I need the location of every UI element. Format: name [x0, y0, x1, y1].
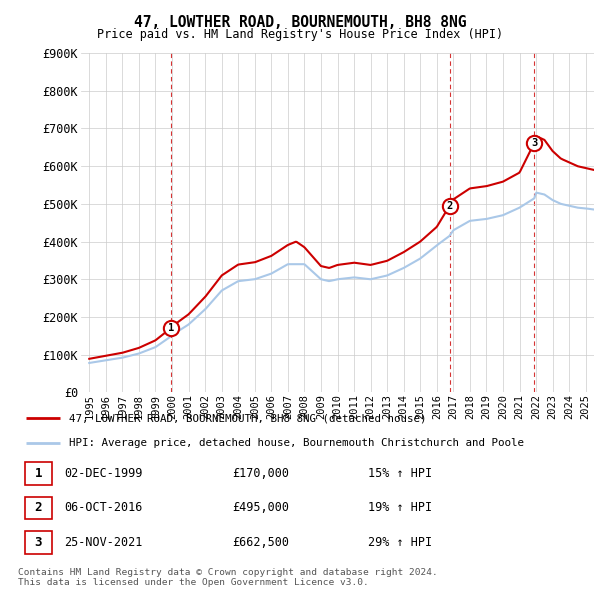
- Text: 47, LOWTHER ROAD, BOURNEMOUTH, BH8 8NG (detached house): 47, LOWTHER ROAD, BOURNEMOUTH, BH8 8NG (…: [69, 414, 426, 424]
- Text: 25-NOV-2021: 25-NOV-2021: [64, 536, 143, 549]
- Text: Contains HM Land Registry data © Crown copyright and database right 2024.
This d: Contains HM Land Registry data © Crown c…: [18, 568, 438, 587]
- Text: 2: 2: [446, 201, 452, 211]
- FancyBboxPatch shape: [25, 497, 52, 519]
- Text: 47, LOWTHER ROAD, BOURNEMOUTH, BH8 8NG: 47, LOWTHER ROAD, BOURNEMOUTH, BH8 8NG: [134, 15, 466, 30]
- Text: 2: 2: [35, 502, 42, 514]
- Text: 02-DEC-1999: 02-DEC-1999: [64, 467, 143, 480]
- Text: £170,000: £170,000: [232, 467, 289, 480]
- FancyBboxPatch shape: [25, 462, 52, 484]
- Text: £662,500: £662,500: [232, 536, 289, 549]
- Text: £495,000: £495,000: [232, 502, 289, 514]
- Text: 3: 3: [35, 536, 42, 549]
- Text: 1: 1: [35, 467, 42, 480]
- Text: Price paid vs. HM Land Registry's House Price Index (HPI): Price paid vs. HM Land Registry's House …: [97, 28, 503, 41]
- Text: 3: 3: [532, 137, 538, 148]
- Text: HPI: Average price, detached house, Bournemouth Christchurch and Poole: HPI: Average price, detached house, Bour…: [69, 438, 524, 448]
- Text: 19% ↑ HPI: 19% ↑ HPI: [368, 502, 432, 514]
- FancyBboxPatch shape: [25, 532, 52, 554]
- Text: 29% ↑ HPI: 29% ↑ HPI: [368, 536, 432, 549]
- Text: 06-OCT-2016: 06-OCT-2016: [64, 502, 143, 514]
- Text: 15% ↑ HPI: 15% ↑ HPI: [368, 467, 432, 480]
- Text: 1: 1: [167, 323, 174, 333]
